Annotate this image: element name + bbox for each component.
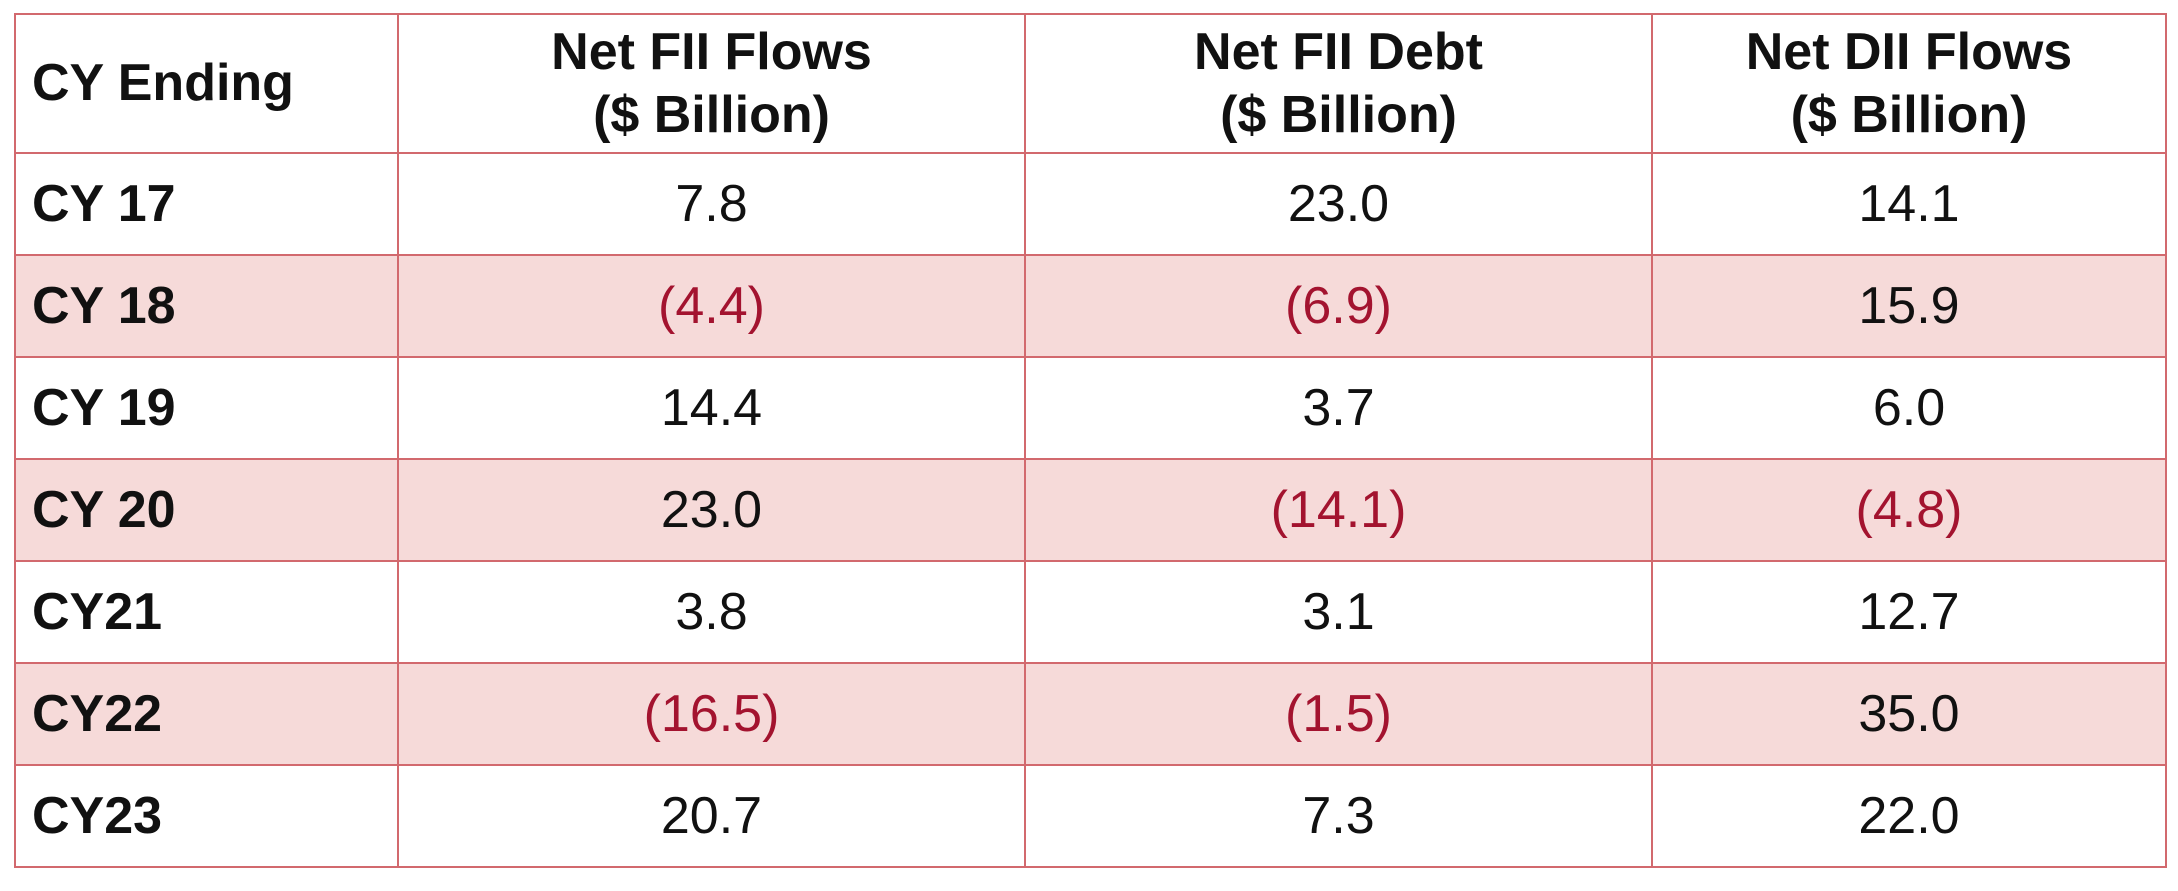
flows-table: CY Ending Net FII Flows ($ Billion) Net … — [14, 13, 2167, 868]
row-label: CY 19 — [14, 356, 399, 460]
cell-net-fii-debt: 7.3 — [1024, 764, 1653, 868]
cell-net-fii-debt: 23.0 — [1024, 152, 1653, 256]
table-row: CY 17 7.8 23.0 14.1 — [14, 152, 2167, 256]
header-unit: ($ Billion) — [1790, 85, 2028, 144]
row-label: CY 20 — [14, 458, 399, 562]
cell-net-fii-debt: (14.1) — [1024, 458, 1653, 562]
row-label: CY22 — [14, 662, 399, 766]
table-row: CY23 20.7 7.3 22.0 — [14, 764, 2167, 868]
cell-net-fii-flows: 20.7 — [397, 764, 1026, 868]
cell-net-dii-flows: 14.1 — [1651, 152, 2167, 256]
row-label: CY23 — [14, 764, 399, 868]
header-text: Net FII Flows — [551, 22, 872, 81]
header-net-dii-flows: Net DII Flows ($ Billion) — [1651, 13, 2167, 154]
table-row: CY 18 (4.4) (6.9) 15.9 — [14, 254, 2167, 358]
cell-net-fii-flows: (16.5) — [397, 662, 1026, 766]
row-label: CY 17 — [14, 152, 399, 256]
header-unit: ($ Billion) — [1220, 85, 1457, 144]
header-net-fii-debt: Net FII Debt ($ Billion) — [1024, 13, 1653, 154]
cell-net-dii-flows: (4.8) — [1651, 458, 2167, 562]
table-row: CY21 3.8 3.1 12.7 — [14, 560, 2167, 664]
cell-net-fii-flows: 7.8 — [397, 152, 1026, 256]
header-net-fii-flows: Net FII Flows ($ Billion) — [397, 13, 1026, 154]
cell-net-dii-flows: 12.7 — [1651, 560, 2167, 664]
cell-net-dii-flows: 6.0 — [1651, 356, 2167, 460]
cell-net-dii-flows: 35.0 — [1651, 662, 2167, 766]
cell-net-fii-debt: (6.9) — [1024, 254, 1653, 358]
table-row: CY 20 23.0 (14.1) (4.8) — [14, 458, 2167, 562]
table-row: CY 19 14.4 3.7 6.0 — [14, 356, 2167, 460]
header-text: Net DII Flows — [1745, 22, 2073, 81]
cell-net-fii-flows: 3.8 — [397, 560, 1026, 664]
cell-net-fii-flows: (4.4) — [397, 254, 1026, 358]
row-label: CY 18 — [14, 254, 399, 358]
cell-net-fii-debt: (1.5) — [1024, 662, 1653, 766]
header-text: CY Ending — [32, 54, 294, 112]
cell-net-fii-debt: 3.7 — [1024, 356, 1653, 460]
cell-net-dii-flows: 22.0 — [1651, 764, 2167, 868]
flows-table-container: CY Ending Net FII Flows ($ Billion) Net … — [14, 13, 2167, 868]
cell-net-fii-debt: 3.1 — [1024, 560, 1653, 664]
cell-net-fii-flows: 14.4 — [397, 356, 1026, 460]
table-row: CY22 (16.5) (1.5) 35.0 — [14, 662, 2167, 766]
header-text: Net FII Debt — [1194, 22, 1483, 81]
cell-net-fii-flows: 23.0 — [397, 458, 1026, 562]
table-header-row: CY Ending Net FII Flows ($ Billion) Net … — [14, 13, 2167, 154]
header-unit: ($ Billion) — [593, 85, 830, 144]
header-cy-ending: CY Ending — [14, 13, 399, 154]
cell-net-dii-flows: 15.9 — [1651, 254, 2167, 358]
table-body: CY 17 7.8 23.0 14.1 CY 18 (4.4) (6.9) 15.9 CY 19… — [14, 152, 2167, 868]
row-label: CY21 — [14, 560, 399, 664]
